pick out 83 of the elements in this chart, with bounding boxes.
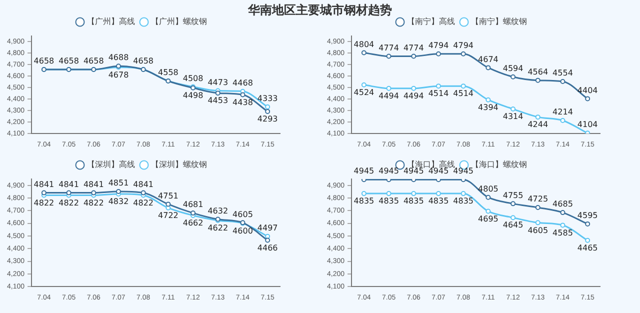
data-label: 4835 [453, 196, 474, 206]
data-label: 4404 [577, 86, 598, 95]
data-label: 4658 [58, 56, 79, 66]
data-label: 4314 [502, 112, 524, 122]
data-label: 4394 [478, 102, 498, 112]
data-label: 4678 [108, 70, 129, 80]
legend-label: 【深圳】高线 [87, 160, 135, 170]
data-label: 4453 [208, 96, 228, 106]
data-label: 4822 [83, 198, 104, 208]
data-label: 4244 [528, 120, 548, 130]
data-label: 4662 [182, 218, 204, 228]
data-label: 4632 [208, 206, 228, 216]
data-label: 4595 [577, 211, 598, 220]
data-label: 4600 [232, 226, 253, 236]
data-label: 4498 [182, 90, 204, 100]
data-label: 4438 [232, 98, 253, 107]
data-label: 4468 [232, 78, 253, 88]
data-label: 4494 [378, 91, 399, 100]
data-label: 4494 [403, 91, 424, 100]
data-label: 4822 [133, 198, 154, 208]
data-label: 4508 [182, 74, 204, 83]
data-label: 4514 [453, 89, 474, 98]
data-label: 4688 [108, 53, 129, 62]
data-label: 4794 [453, 40, 474, 50]
data-label: 4605 [528, 226, 548, 235]
data-label: 4841 [34, 180, 54, 189]
data-label: 4835 [403, 196, 424, 206]
data-label: 4774 [403, 43, 424, 52]
data-label: 4585 [552, 228, 573, 238]
data-label: 4465 [577, 243, 598, 252]
data-label: 4681 [182, 200, 204, 210]
data-label: 4564 [528, 67, 548, 76]
data-label: 4804 [354, 40, 374, 49]
data-label: 4755 [502, 190, 524, 200]
data-label: 4658 [34, 56, 54, 66]
data-label: 4945 [428, 166, 449, 176]
data-label: 4497 [257, 223, 278, 232]
data-label: 4104 [577, 120, 598, 130]
data-label: 4835 [428, 196, 449, 206]
legend-label: 【南宁】螺纹钢 [471, 17, 527, 26]
legend-label: 【广州】高线 [87, 17, 135, 26]
text: 华南地区主要城市钢材趋势 [247, 2, 393, 19]
data-label: 4674 [478, 54, 498, 64]
data-label: 4658 [133, 56, 154, 66]
data-label: 4835 [378, 196, 399, 206]
data-label: 4605 [232, 210, 253, 219]
data-label: 4751 [158, 191, 178, 200]
data-label: 4466 [257, 243, 278, 252]
data-label: 4794 [428, 40, 449, 50]
legend-label: 【广州】螺纹钢 [151, 17, 207, 26]
data-label: 4558 [158, 68, 178, 78]
data-label: 4805 [478, 184, 498, 194]
data-label: 4841 [133, 180, 154, 189]
data-label: 4722 [158, 210, 178, 220]
data-label: 4841 [58, 180, 79, 189]
data-label: 4622 [208, 224, 228, 233]
data-label: 4695 [478, 214, 498, 224]
data-label: 4774 [378, 43, 399, 52]
data-label: 4822 [34, 198, 54, 208]
data-label: 4841 [83, 180, 104, 189]
data-label: 4645 [502, 220, 524, 230]
data-label: 4685 [552, 200, 573, 209]
data-label: 4945 [453, 166, 474, 176]
legend-label: 【深圳】螺纹钢 [151, 160, 207, 170]
data-label: 4473 [208, 78, 228, 87]
data-label: 4725 [528, 194, 548, 204]
data-label: 4214 [552, 108, 573, 117]
data-label: 4594 [502, 64, 524, 73]
data-label: 4832 [108, 197, 129, 206]
data-label: 4945 [354, 166, 374, 176]
data-label: 4945 [378, 166, 399, 176]
data-label: 4851 [108, 178, 129, 188]
data-label: 4514 [428, 89, 449, 98]
legend-label: 【南宁】高线 [407, 17, 455, 26]
data-label: 4333 [257, 94, 278, 103]
data-label: 4658 [83, 56, 104, 66]
data-label: 4524 [354, 88, 374, 97]
legend-label: 【海口】螺纹钢 [471, 160, 527, 170]
data-label: 4554 [552, 68, 573, 78]
data-label: 4945 [403, 166, 424, 176]
data-label: 4822 [58, 198, 79, 208]
data-label: 4293 [257, 114, 278, 124]
data-label: 4835 [354, 196, 374, 206]
